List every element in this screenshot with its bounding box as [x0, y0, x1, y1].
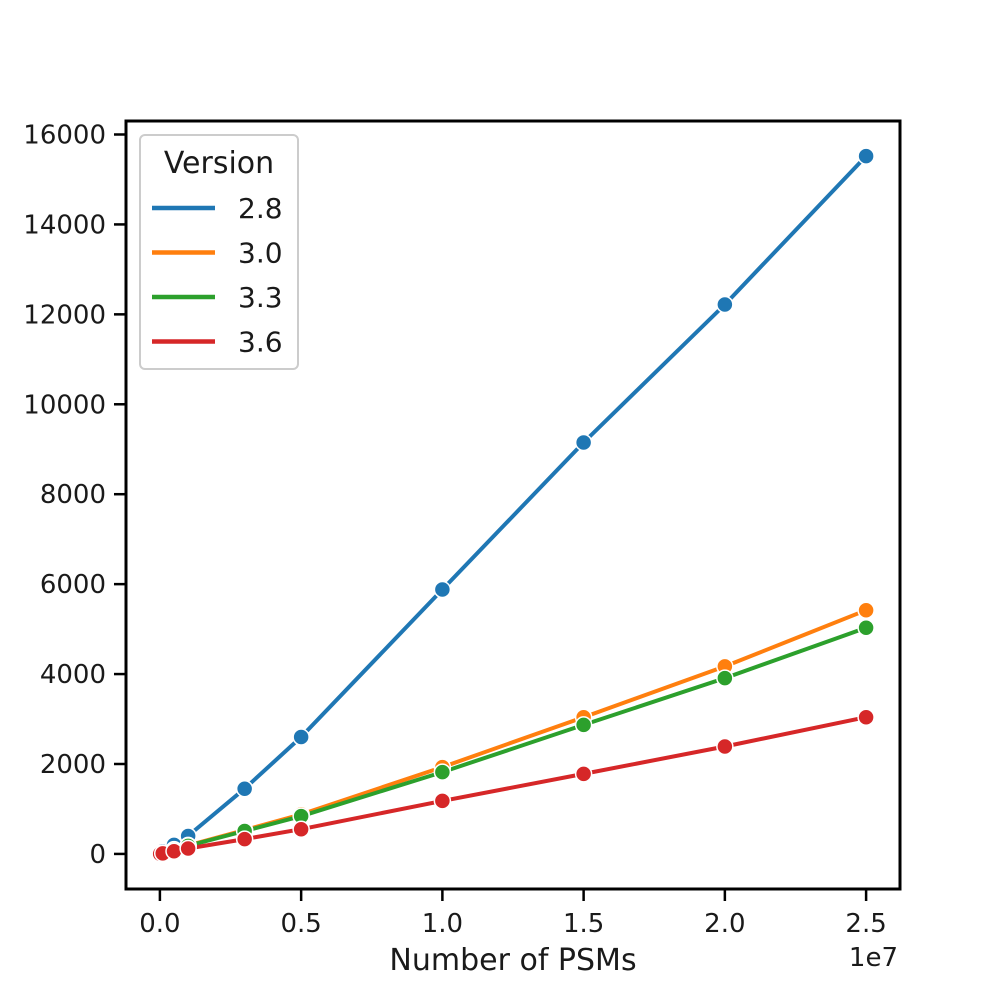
y-tick-label: 2000: [40, 750, 106, 780]
x-tick-label: 0.5: [280, 909, 321, 939]
legend-title: Version: [164, 146, 274, 181]
x-axis: 0.0 0.5 1.0 1.5 2.0 2.5: [139, 889, 887, 939]
y-tick-label: 16000: [23, 120, 106, 150]
data-point-3.3: [433, 763, 452, 781]
y-tick-label: 10000: [23, 390, 106, 420]
legend-label-2.8: 2.8: [238, 192, 283, 225]
x-axis-title: Number of PSMs: [389, 943, 636, 978]
x-tick-label: 2.5: [845, 909, 886, 939]
data-point-3.6: [235, 830, 254, 848]
data-point-3.6: [179, 839, 197, 858]
y-tick-label: 8000: [40, 480, 106, 510]
data-point-2.8: [574, 433, 593, 452]
data-point-2.8: [857, 147, 875, 165]
y-tick-label: 6000: [40, 570, 106, 600]
x-tick-label: 1.5: [563, 909, 604, 939]
data-point-3.3: [857, 619, 875, 637]
data-point-3.6: [165, 842, 183, 860]
data-point-3.3: [574, 716, 593, 734]
data-point-3.6: [716, 737, 734, 756]
x-tick-label: 0.0: [139, 909, 180, 939]
data-point-3.0: [857, 601, 875, 619]
data-point-2.8: [235, 779, 254, 798]
data-point-2.8: [433, 580, 452, 599]
data-point-3.6: [292, 820, 310, 838]
series-line-3.6: [159, 715, 867, 856]
legend-label-3.0: 3.0: [238, 237, 283, 270]
series-line-3.0: [159, 608, 867, 856]
data-point-2.8: [716, 295, 734, 314]
legend-label-3.6: 3.6: [238, 326, 283, 359]
legend-label-3.3: 3.3: [238, 281, 283, 314]
data-point-3.6: [857, 708, 875, 726]
legend: Version 2.8 3.0 3.3 3.6: [139, 134, 299, 370]
y-tick-label: 4000: [40, 660, 106, 690]
plot-frame: [124, 119, 902, 891]
legend-box: [139, 134, 299, 370]
y-tick-label: 14000: [23, 210, 106, 240]
y-tick-label: 12000: [23, 300, 106, 330]
data-point-3.6: [574, 765, 593, 783]
data-point-3.3: [716, 669, 734, 687]
y-tick-label: 0: [89, 840, 106, 870]
x-axis-offset-label: 1e7: [849, 943, 898, 973]
plot-area: [151, 147, 875, 863]
x-tick-label: 1.0: [422, 909, 463, 939]
x-tick-label: 2.0: [704, 909, 745, 939]
y-axis: 0 2000 4000 6000 8000 10000 12000 14000 16000: [23, 120, 126, 870]
data-point-3.6: [433, 792, 452, 810]
data-point-2.8: [292, 728, 310, 746]
